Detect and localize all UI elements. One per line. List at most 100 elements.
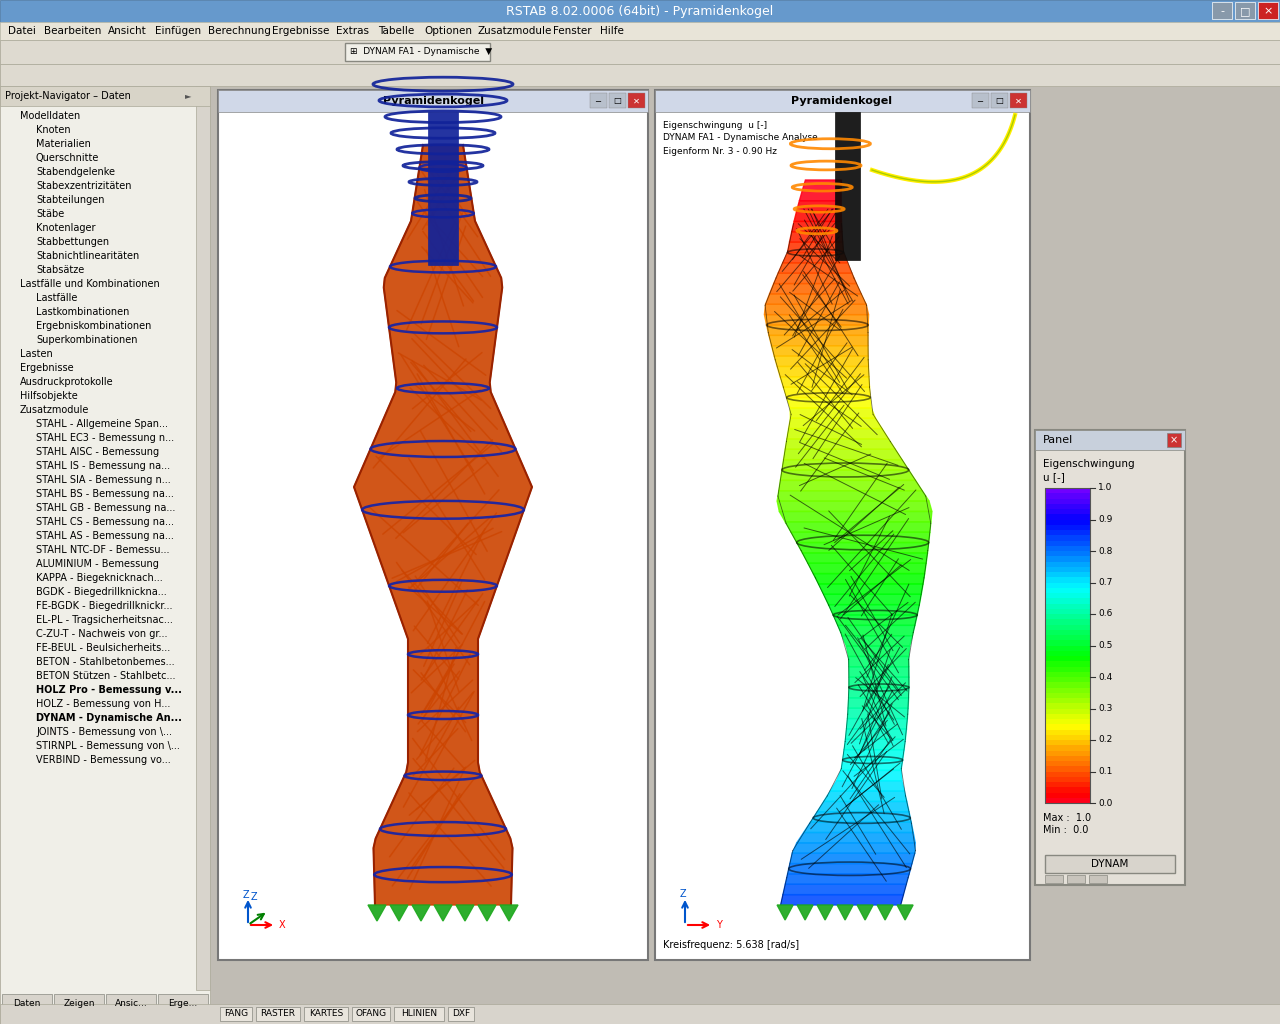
Bar xyxy=(1044,504,1091,510)
Text: DYNAM: DYNAM xyxy=(1092,859,1129,869)
Text: Pyramidenkogel: Pyramidenkogel xyxy=(383,96,484,106)
Text: VERBIND - Bemessung vo...: VERBIND - Bemessung vo... xyxy=(36,755,170,765)
Bar xyxy=(1044,745,1091,752)
Polygon shape xyxy=(790,853,915,863)
Bar xyxy=(1044,672,1091,678)
Bar xyxy=(1044,756,1091,762)
Bar xyxy=(1044,499,1091,505)
Text: OFANG: OFANG xyxy=(356,1010,387,1019)
Text: Zusatzmodule: Zusatzmodule xyxy=(20,406,90,415)
Text: □: □ xyxy=(1240,6,1251,16)
Text: HOLZ Pro - Bemessung v...: HOLZ Pro - Bemessung v... xyxy=(36,685,182,695)
Text: Z: Z xyxy=(251,892,257,902)
Text: FE-BEUL - Beulsicherheits...: FE-BEUL - Beulsicherheits... xyxy=(36,643,170,653)
Bar xyxy=(218,90,648,112)
Bar xyxy=(394,1007,444,1021)
Bar xyxy=(1044,578,1091,584)
Bar xyxy=(1044,603,1091,609)
Text: Stabbettungen: Stabbettungen xyxy=(36,237,109,247)
Bar xyxy=(54,994,104,1012)
Polygon shape xyxy=(780,511,932,522)
Polygon shape xyxy=(355,145,532,905)
Text: Fenster: Fenster xyxy=(553,26,591,36)
Text: Kreisfrequenz: 5.638 [rad/s]: Kreisfrequenz: 5.638 [rad/s] xyxy=(663,940,799,950)
Text: HLINIEN: HLINIEN xyxy=(401,1010,436,1019)
Text: Eigenschwingung  u [-]: Eigenschwingung u [-] xyxy=(663,121,767,129)
Text: ×: × xyxy=(1170,435,1178,445)
Polygon shape xyxy=(846,646,910,656)
Polygon shape xyxy=(773,273,856,284)
Bar xyxy=(1044,645,1091,651)
Text: Optionen: Optionen xyxy=(425,26,472,36)
Text: ►: ► xyxy=(186,91,192,100)
Text: 0.3: 0.3 xyxy=(1098,705,1112,713)
Text: ×: × xyxy=(1263,6,1272,16)
Polygon shape xyxy=(785,439,895,450)
Polygon shape xyxy=(810,812,911,822)
Bar xyxy=(1044,536,1091,542)
Bar xyxy=(1044,630,1091,636)
Text: 1.0: 1.0 xyxy=(1098,483,1112,493)
Bar xyxy=(1044,566,1091,573)
Text: Ansicht: Ansicht xyxy=(108,26,147,36)
Polygon shape xyxy=(796,833,915,843)
Polygon shape xyxy=(800,190,841,201)
Text: 0.8: 0.8 xyxy=(1098,547,1112,555)
Polygon shape xyxy=(824,792,906,802)
Text: Ergebnisse: Ergebnisse xyxy=(20,362,74,373)
Polygon shape xyxy=(778,263,852,273)
Bar xyxy=(1044,588,1091,594)
Text: Min :  0.0: Min : 0.0 xyxy=(1043,825,1088,835)
Polygon shape xyxy=(787,429,888,439)
Polygon shape xyxy=(849,698,909,709)
Text: Stabteilungen: Stabteilungen xyxy=(36,195,105,205)
Polygon shape xyxy=(804,822,913,833)
Bar xyxy=(1044,593,1091,599)
Bar xyxy=(1044,556,1091,562)
Bar xyxy=(0,86,210,1024)
Bar xyxy=(1044,787,1091,794)
Polygon shape xyxy=(849,656,909,667)
Text: BETON Stützen - Stahlbetc...: BETON Stützen - Stahlbetc... xyxy=(36,671,175,681)
Polygon shape xyxy=(813,573,924,584)
Polygon shape xyxy=(785,522,931,532)
Polygon shape xyxy=(877,905,893,920)
Text: Stäbe: Stäbe xyxy=(36,209,64,219)
Polygon shape xyxy=(769,284,861,294)
Bar xyxy=(1044,771,1091,778)
Bar xyxy=(1044,598,1091,604)
Polygon shape xyxy=(791,532,929,543)
Bar xyxy=(972,93,989,108)
Bar xyxy=(1044,494,1091,500)
Text: KAPPA - Biegeknicknach...: KAPPA - Biegeknicknach... xyxy=(36,573,163,583)
Bar xyxy=(1036,430,1185,885)
Polygon shape xyxy=(434,905,452,921)
Text: C-ZU-T - Nachweis von gr...: C-ZU-T - Nachweis von gr... xyxy=(36,629,168,639)
Bar xyxy=(1044,709,1091,715)
Polygon shape xyxy=(823,594,922,604)
Bar xyxy=(1044,488,1091,803)
Bar xyxy=(1044,687,1091,693)
Polygon shape xyxy=(787,242,844,253)
Bar xyxy=(1044,667,1091,673)
Bar xyxy=(1044,703,1091,710)
Text: Zusatzmodule: Zusatzmodule xyxy=(477,26,552,36)
Bar xyxy=(220,1007,252,1021)
Bar xyxy=(1044,608,1091,615)
Bar xyxy=(1044,662,1091,668)
Bar xyxy=(1044,551,1091,557)
Polygon shape xyxy=(783,885,906,895)
Text: □: □ xyxy=(995,96,1004,105)
Text: Ergebnisse: Ergebnisse xyxy=(273,26,329,36)
Text: STAHL AS - Bemessung na...: STAHL AS - Bemessung na... xyxy=(36,531,174,541)
Text: Projekt-Navigator – Daten: Projekt-Navigator – Daten xyxy=(5,91,131,101)
Polygon shape xyxy=(817,905,833,920)
Polygon shape xyxy=(782,253,847,263)
Polygon shape xyxy=(767,325,868,335)
Polygon shape xyxy=(782,460,909,470)
Text: Z: Z xyxy=(680,889,686,899)
Text: BGDK - Biegedrillknickna...: BGDK - Biegedrillknickna... xyxy=(36,587,166,597)
Text: 0.7: 0.7 xyxy=(1098,578,1112,587)
Text: Erge...: Erge... xyxy=(169,998,197,1008)
Bar xyxy=(3,994,52,1012)
